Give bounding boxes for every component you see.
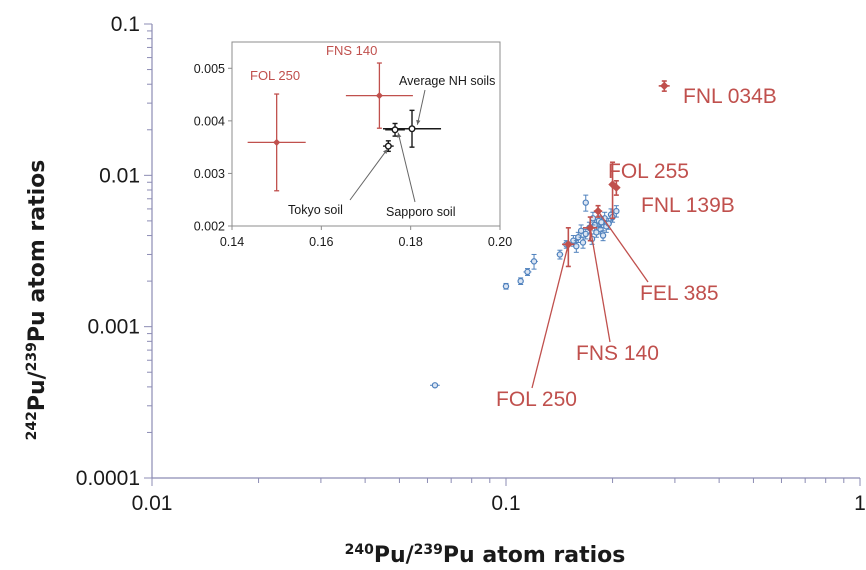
inset-data-point [408, 125, 416, 133]
inset-arrow-head [383, 149, 388, 155]
point-annotation: FNL 139B [641, 194, 735, 217]
inset-y-tick-label: 0.002 [194, 220, 225, 234]
y-tick-label: 0.001 [87, 316, 140, 339]
inset-y-tick-label: 0.004 [194, 114, 225, 128]
inset-x-tick-label: 0.14 [220, 235, 244, 249]
data-point [579, 239, 587, 246]
inset-y-tick-label: 0.005 [194, 62, 225, 76]
point-annotation: FNL 034B [683, 85, 777, 108]
data-point [593, 229, 600, 236]
main-axes: 0.01 0.1 1 0.0001 0.001 0.01 0.1 [76, 13, 866, 515]
inset-annotation: Sapporo soil [386, 205, 456, 219]
data-point [573, 243, 580, 250]
inset-highlight-point [375, 92, 383, 100]
data-point [577, 227, 585, 235]
y-axis-title: 242Pu/239Pu atom ratios [24, 160, 50, 441]
inset-annotation: FNS 140 [326, 43, 377, 58]
point-annotation: FOL 250 [496, 388, 577, 411]
annotation-leader [531, 244, 569, 389]
data-point [502, 283, 510, 290]
data-point [431, 382, 439, 389]
x-axis-title: 240Pu/239Pu atom ratios [345, 542, 626, 568]
inset-annotation: Tokyo soil [288, 203, 343, 217]
inset-arrow [416, 89, 426, 125]
x-tick-label: 0.01 [132, 492, 173, 515]
data-point [599, 232, 607, 239]
point-annotation: FEL 385 [640, 282, 719, 305]
data-point [517, 277, 524, 285]
inset-arrow [349, 148, 388, 201]
annotation-leader [597, 210, 649, 283]
inset-highlight-point [273, 138, 281, 146]
data-point [530, 258, 538, 265]
data-point [524, 268, 531, 276]
inset-annotation: Average NH soils [399, 74, 495, 88]
inset-x-tick-label: 0.18 [398, 235, 422, 249]
y-tick-label: 0.01 [99, 164, 140, 187]
inset-x-tick-label: 0.20 [488, 235, 512, 249]
inset-data-point [384, 142, 392, 150]
data-point [556, 251, 564, 258]
inset-data-point [391, 126, 399, 134]
inset-arrow-head [416, 119, 421, 125]
annotation-leader [589, 227, 611, 343]
inset-y-tick-label: 0.003 [194, 167, 225, 181]
y-tick-label: 0.1 [111, 13, 140, 36]
x-tick-label: 1 [854, 492, 866, 515]
inset-arrow-head [397, 132, 402, 138]
inset-annotation: FOL 250 [250, 68, 300, 83]
inset-plot: 0.14 0.16 0.18 0.20 0.002 0.003 0.004 0.005 FOL … [194, 41, 512, 249]
data-point [582, 199, 589, 206]
main-plot-area: FNL 034B FOL 255 FNL 139B FEL 385 FNS 140 FOL… [430, 80, 777, 411]
point-annotation: FNS 140 [576, 342, 659, 365]
data-point [598, 219, 605, 226]
highlight-point [660, 81, 669, 91]
x-tick-label: 0.1 [491, 492, 520, 515]
data-point [613, 207, 620, 215]
inset-x-tick-label: 0.16 [309, 235, 333, 249]
point-annotation: FOL 255 [608, 160, 689, 183]
y-tick-label: 0.0001 [76, 467, 140, 490]
inset-arrow [397, 132, 416, 203]
